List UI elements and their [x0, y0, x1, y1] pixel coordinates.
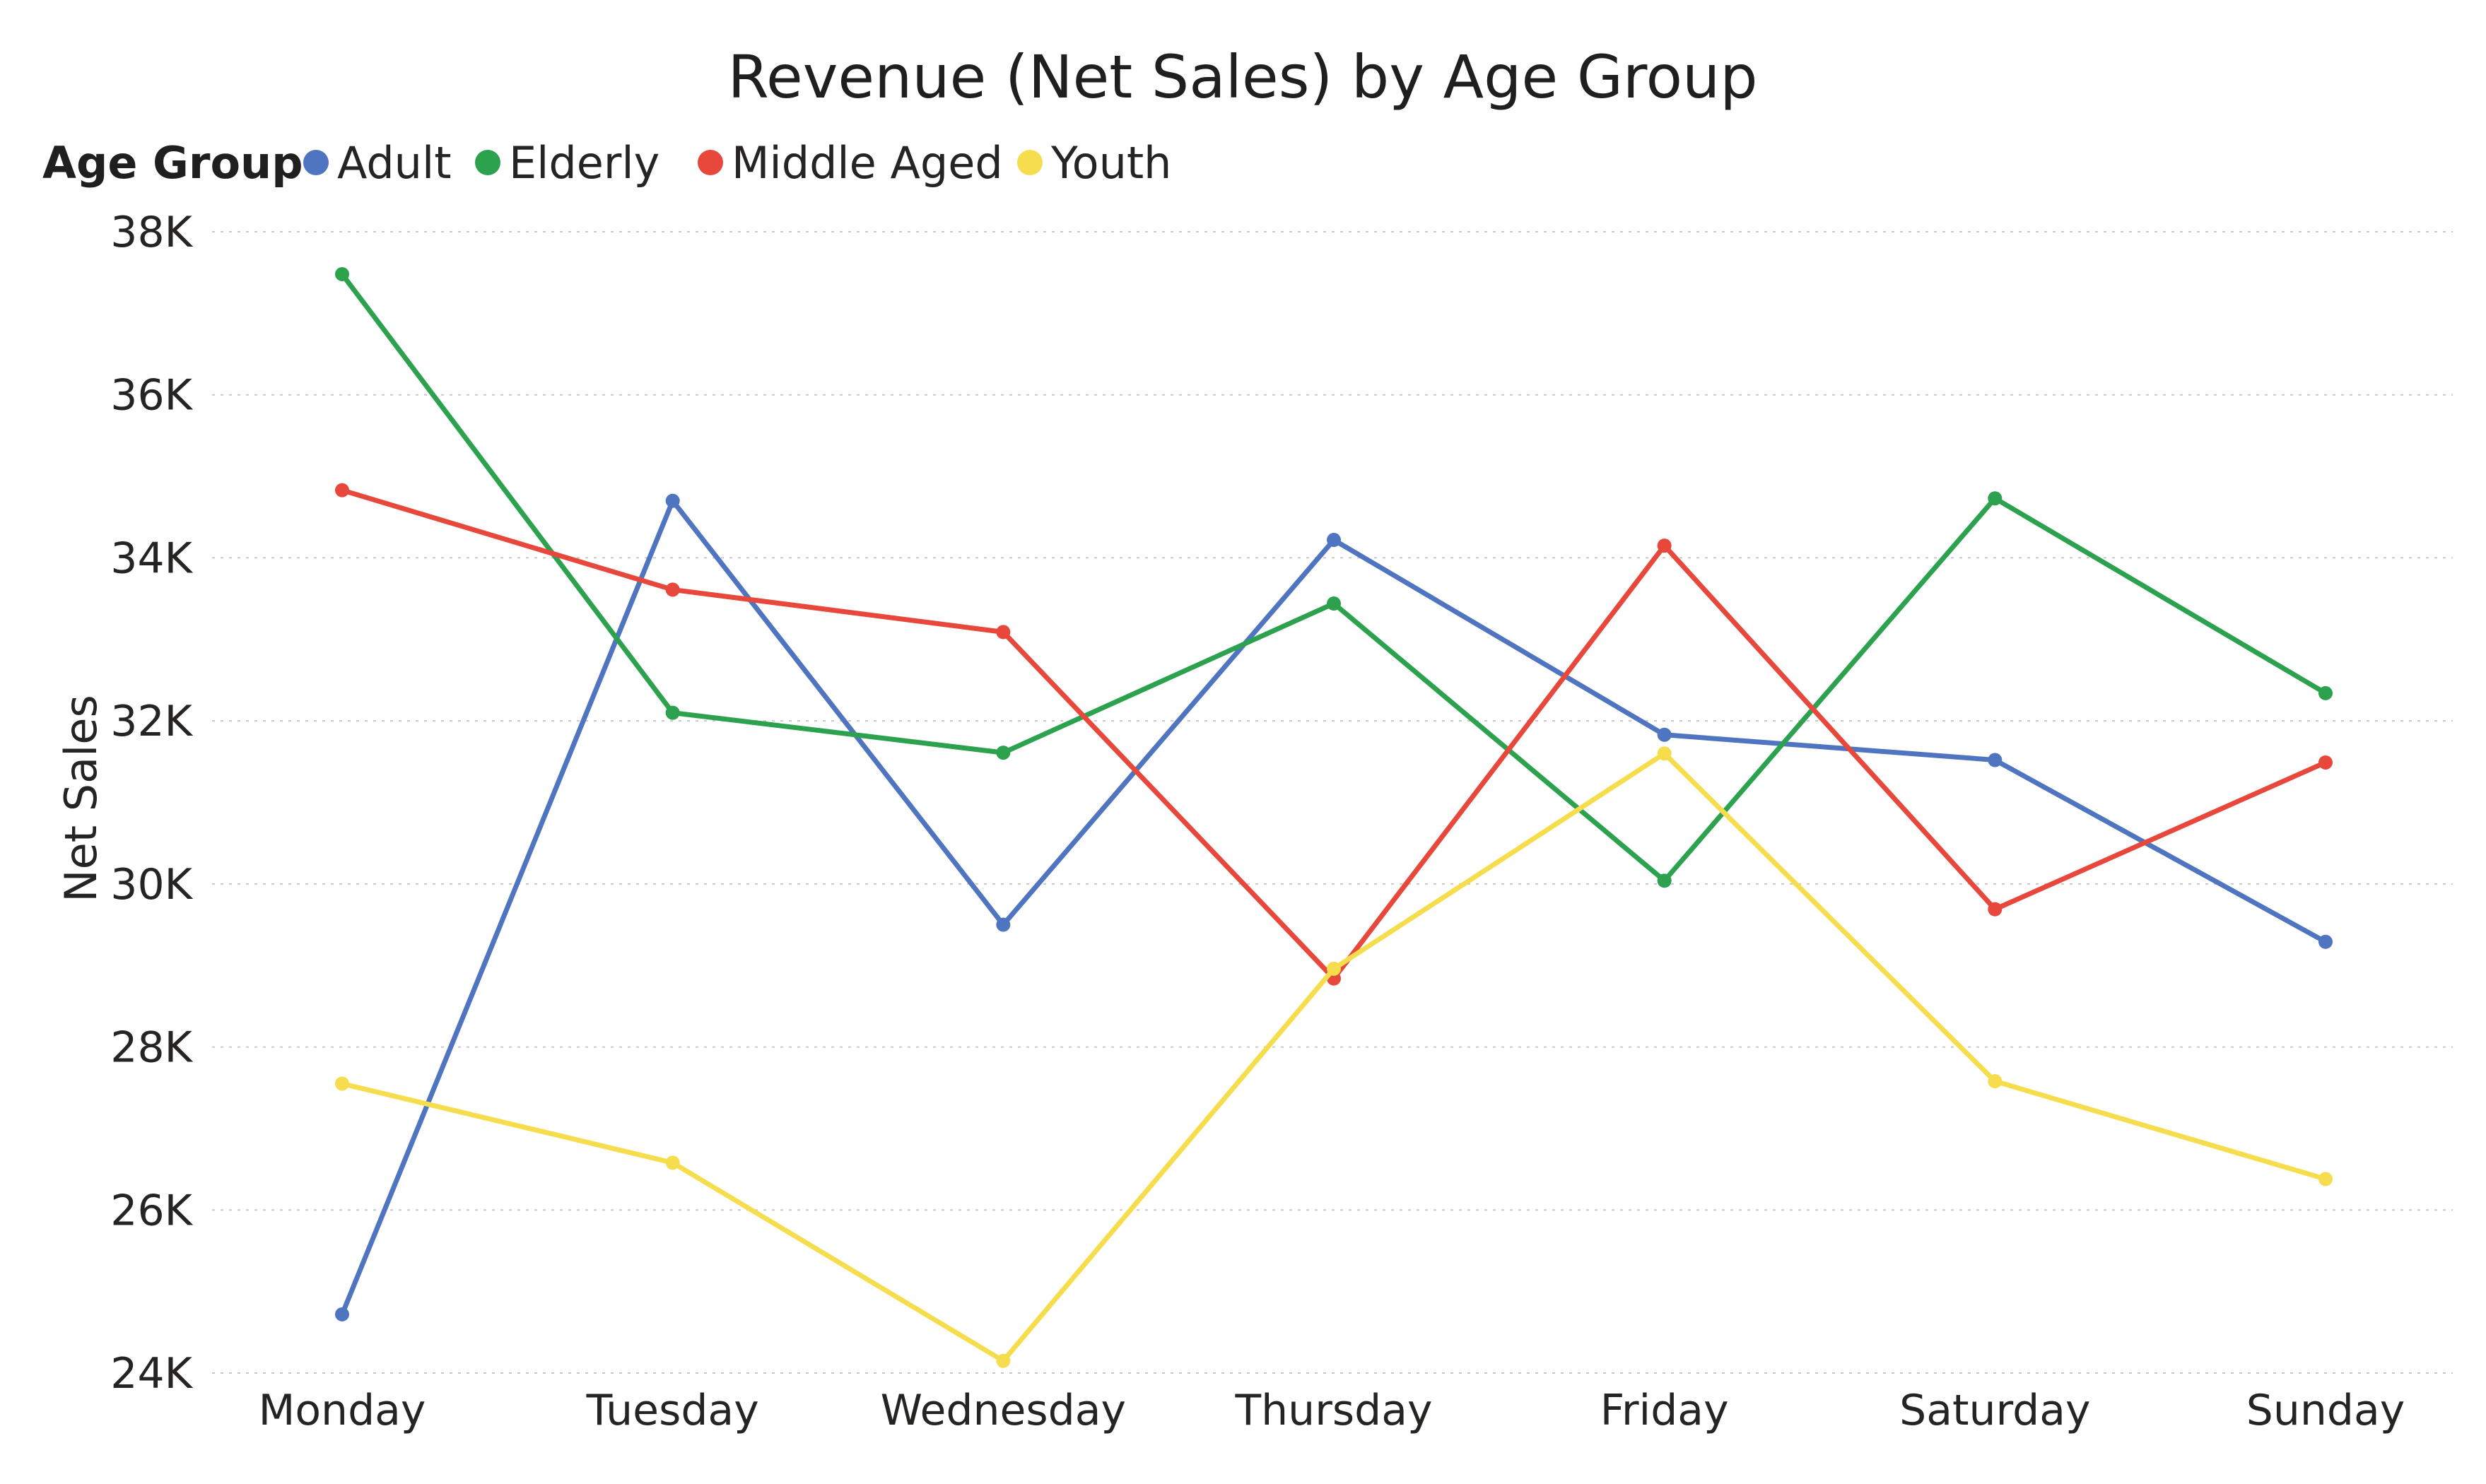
- legend-item[interactable]: Youth: [1017, 137, 1171, 189]
- legend-marker: [303, 150, 329, 175]
- data-point[interactable]: [1657, 873, 1672, 888]
- series-youth: [335, 746, 2333, 1368]
- data-point[interactable]: [1657, 746, 1672, 761]
- legend-marker: [475, 150, 500, 175]
- legend-label: Adult: [337, 137, 452, 189]
- legend-item[interactable]: Elderly: [475, 137, 659, 189]
- legend-marker: [698, 150, 723, 175]
- x-tick-label: Wednesday: [881, 1386, 1126, 1435]
- x-axis-ticks: Monday Tuesday Wednesday Thursday Friday Satu…: [259, 1386, 2405, 1435]
- y-tick-label: 36K: [110, 371, 193, 420]
- data-point[interactable]: [996, 746, 1011, 760]
- series-line: [339, 488, 2328, 982]
- data-point[interactable]: [2318, 934, 2333, 949]
- data-point[interactable]: [1327, 596, 1341, 611]
- legend-item[interactable]: Adult: [303, 137, 452, 189]
- data-point[interactable]: [665, 1155, 680, 1170]
- legend: Age Group Adult Elderly Middle Aged Youth: [42, 137, 1171, 189]
- legend-label: Youth: [1050, 137, 1171, 189]
- data-point[interactable]: [335, 1307, 349, 1321]
- data-point[interactable]: [665, 582, 680, 597]
- data-point[interactable]: [2318, 755, 2333, 770]
- series-line: [339, 750, 2328, 1364]
- legend-title: Age Group: [42, 137, 303, 189]
- legend-label: Elderly: [509, 137, 659, 189]
- data-point[interactable]: [1657, 538, 1672, 553]
- data-point[interactable]: [665, 705, 680, 720]
- legend-item[interactable]: Middle Aged: [698, 137, 1003, 189]
- x-tick-label: Friday: [1600, 1386, 1729, 1435]
- data-point[interactable]: [335, 266, 349, 281]
- data-point[interactable]: [665, 493, 680, 508]
- y-tick-label: 26K: [110, 1186, 193, 1235]
- legend-label: Middle Aged: [732, 137, 1003, 189]
- x-tick-label: Saturday: [1899, 1386, 2090, 1435]
- data-point[interactable]: [2318, 685, 2333, 700]
- data-point[interactable]: [1657, 727, 1672, 742]
- series-group: [335, 266, 2333, 1368]
- x-tick-label: Thursday: [1235, 1386, 1433, 1435]
- data-point[interactable]: [1988, 1074, 2003, 1089]
- y-tick-label: 30K: [110, 860, 193, 909]
- data-point[interactable]: [996, 917, 1011, 932]
- y-tick-label: 28K: [110, 1023, 193, 1073]
- data-point[interactable]: [1988, 491, 2003, 506]
- y-tick-label: 24K: [110, 1349, 193, 1398]
- series-middle-aged: [335, 483, 2333, 986]
- x-tick-label: Monday: [259, 1386, 426, 1435]
- legend-marker: [1017, 150, 1043, 175]
- y-tick-label: 32K: [110, 697, 193, 746]
- x-tick-label: Tuesday: [586, 1386, 759, 1435]
- y-tick-label: 38K: [110, 208, 193, 257]
- x-tick-label: Sunday: [2246, 1386, 2405, 1435]
- y-tick-label: 34K: [110, 534, 193, 583]
- data-point[interactable]: [996, 625, 1011, 640]
- y-axis-ticks: 24K 26K 28K 30K 32K 34K 36K 38K: [110, 208, 193, 1398]
- data-point[interactable]: [1988, 753, 2003, 767]
- data-point[interactable]: [1988, 902, 2003, 917]
- data-point[interactable]: [1327, 533, 1341, 548]
- series-line: [339, 498, 2328, 1317]
- data-point[interactable]: [996, 1353, 1011, 1368]
- y-axis-title: Net Sales: [55, 695, 107, 902]
- data-point[interactable]: [335, 483, 349, 497]
- chart-title: Revenue (Net Sales) by Age Group: [727, 42, 1757, 112]
- series-adult: [335, 493, 2333, 1321]
- data-point[interactable]: [2318, 1172, 2333, 1186]
- data-point[interactable]: [335, 1076, 349, 1091]
- data-point[interactable]: [1327, 961, 1341, 976]
- series-elderly: [335, 266, 2333, 888]
